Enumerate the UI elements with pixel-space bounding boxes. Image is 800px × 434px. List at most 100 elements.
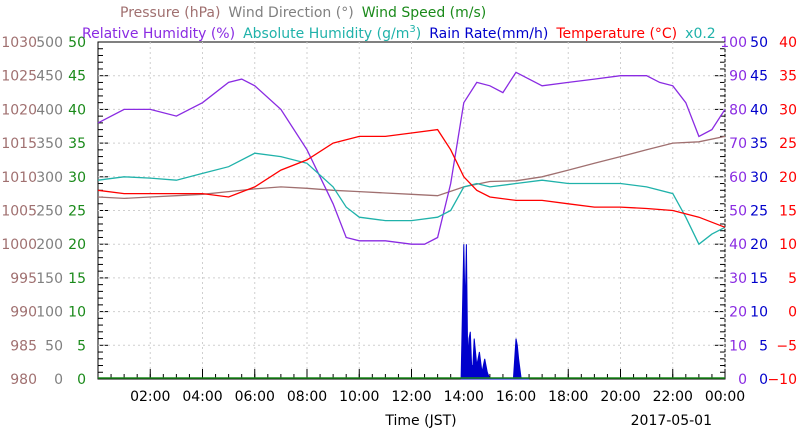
y-tick-label: 995 [10,271,37,287]
y-tick-label: 400 [36,102,63,118]
x-tick-label: 12:00 [391,389,431,405]
x-axis-label: Time (JST) [384,413,456,429]
y-tick-label: 150 [36,271,63,287]
y-tick-label: 5 [759,338,768,354]
y-tick-label: 40 [729,237,747,253]
y-tick-label: 0 [759,372,768,388]
y-tick-label: 10 [68,305,86,321]
y-tick-label: 15 [750,271,768,287]
x-tick-label: 02:00 [130,389,170,405]
x-tick-label: 00:00 [705,389,745,405]
y-tick-label: 30 [729,271,747,287]
series-absolute_humidity [97,152,726,246]
x-tick-label: 20:00 [600,389,640,405]
grid-lines [97,41,726,380]
y-tick-label: 0 [54,372,63,388]
series-rain_rate [460,244,530,380]
title-part: Wind Direction (°) [228,5,353,21]
y-tick-label: 50 [729,204,747,220]
y-tick-label: 35 [779,69,797,85]
y-tick-label: 200 [36,237,63,253]
x-tick-label: 04:00 [182,389,222,405]
y-tick-label: 350 [36,136,63,152]
y-tick-label: 1030 [1,35,37,51]
title-part: x0.2 [685,26,716,42]
series-temperature [97,128,726,228]
y-tick-label: 985 [10,338,37,354]
y-tick-label: 30 [68,170,86,186]
x-tick-label: 08:00 [287,389,327,405]
y-tick-label: 25 [779,136,797,152]
date-label: 2017-05-01 [631,413,712,429]
y-tick-label: 80 [729,102,747,118]
y-tick-label: 70 [729,136,747,152]
y-tick-label: 10 [750,305,768,321]
x-tick-label: 14:00 [444,389,484,405]
rain-rate-axis: 0 5 10 15 20 25 30 35 40 45 50 [750,35,768,388]
y-tick-label: 20 [729,305,747,321]
title-part: ) [416,26,421,42]
title-part: Rain Rate(mm/h) [429,26,548,42]
y-tick-label: 35 [68,136,86,152]
title-part: 3 [409,24,415,35]
y-tick-label: 25 [750,204,768,220]
pressure-axis: 980 985 990 995 1000 1005 1010 1015 1020 1025 1030 [1,35,37,388]
y-tick-label: −5 [776,338,797,354]
y-tick-label: 100 [36,305,63,321]
y-tick-label: 20 [779,170,797,186]
y-tick-label: 300 [36,170,63,186]
y-tick-label: 40 [68,102,86,118]
y-tick-label: 5 [788,271,797,287]
y-tick-label: 25 [68,204,86,220]
y-tick-label: 450 [36,69,63,85]
temperature-axis: −10 −5 0 5 10 15 20 25 30 35 40 [767,35,797,388]
y-tick-label: 1010 [1,170,37,186]
title-part: Pressure (hPa) [120,5,220,21]
y-tick-label: 990 [10,305,37,321]
title-part: Absolute Humidity (g/m [243,26,409,42]
title-line-2: Relative Humidity (%) Absolute Humidity (… [82,24,716,42]
x-tick-label: 16:00 [496,389,536,405]
y-tick-label: 50 [45,338,63,354]
y-tick-label: 30 [750,170,768,186]
y-tick-label: 60 [729,170,747,186]
y-tick-label: 1000 [1,237,37,253]
y-tick-label: 1005 [1,204,37,220]
y-tick-label: 15 [779,204,797,220]
series-pressure [97,135,726,200]
y-tick-label: 0 [788,305,797,321]
y-tick-label: 35 [750,136,768,152]
y-tick-label: 40 [779,35,797,51]
y-tick-label: 980 [10,372,37,388]
y-tick-label: 30 [779,102,797,118]
y-tick-label: 90 [729,69,747,85]
y-tick-label: 50 [68,35,86,51]
y-tick-label: 45 [68,69,86,85]
y-tick-label: −10 [767,372,797,388]
y-tick-label: 1025 [1,69,37,85]
wind-direction-axis: 0 50 100 150 200 250 300 350 400 450 500 [36,35,63,388]
title-part: Relative Humidity (%) [82,26,235,42]
x-tick-label: 06:00 [235,389,275,405]
relative-humidity-axis: 0 10 20 30 40 50 60 70 80 90 100 [720,35,747,388]
y-tick-label: 50 [750,35,768,51]
y-tick-label: 20 [750,237,768,253]
title-part: Wind Speed (m/s) [362,5,487,21]
y-tick-label: 1015 [1,136,37,152]
y-tick-label: 10 [729,338,747,354]
y-tick-label: 5 [77,338,86,354]
y-tick-label: 40 [750,102,768,118]
y-tick-label: 250 [36,204,63,220]
title-part: Temperature (°C) [555,26,677,42]
wind-speed-axis: 0 5 10 15 20 25 30 35 40 45 50 [68,35,86,388]
y-tick-label: 15 [68,271,86,287]
x-tick-label: 10:00 [339,389,379,405]
y-tick-label: 0 [738,372,747,388]
y-tick-label: 10 [779,237,797,253]
y-tick-label: 45 [750,69,768,85]
y-tick-label: 0 [77,372,86,388]
title-line-1: Pressure (hPa) Wind Direction (°) Wind Spe… [120,5,486,21]
series-group [97,71,726,380]
x-axis-ticks: 02:00 04:00 06:00 08:00 10:00 12:00 14:00 16:00… [130,389,745,405]
